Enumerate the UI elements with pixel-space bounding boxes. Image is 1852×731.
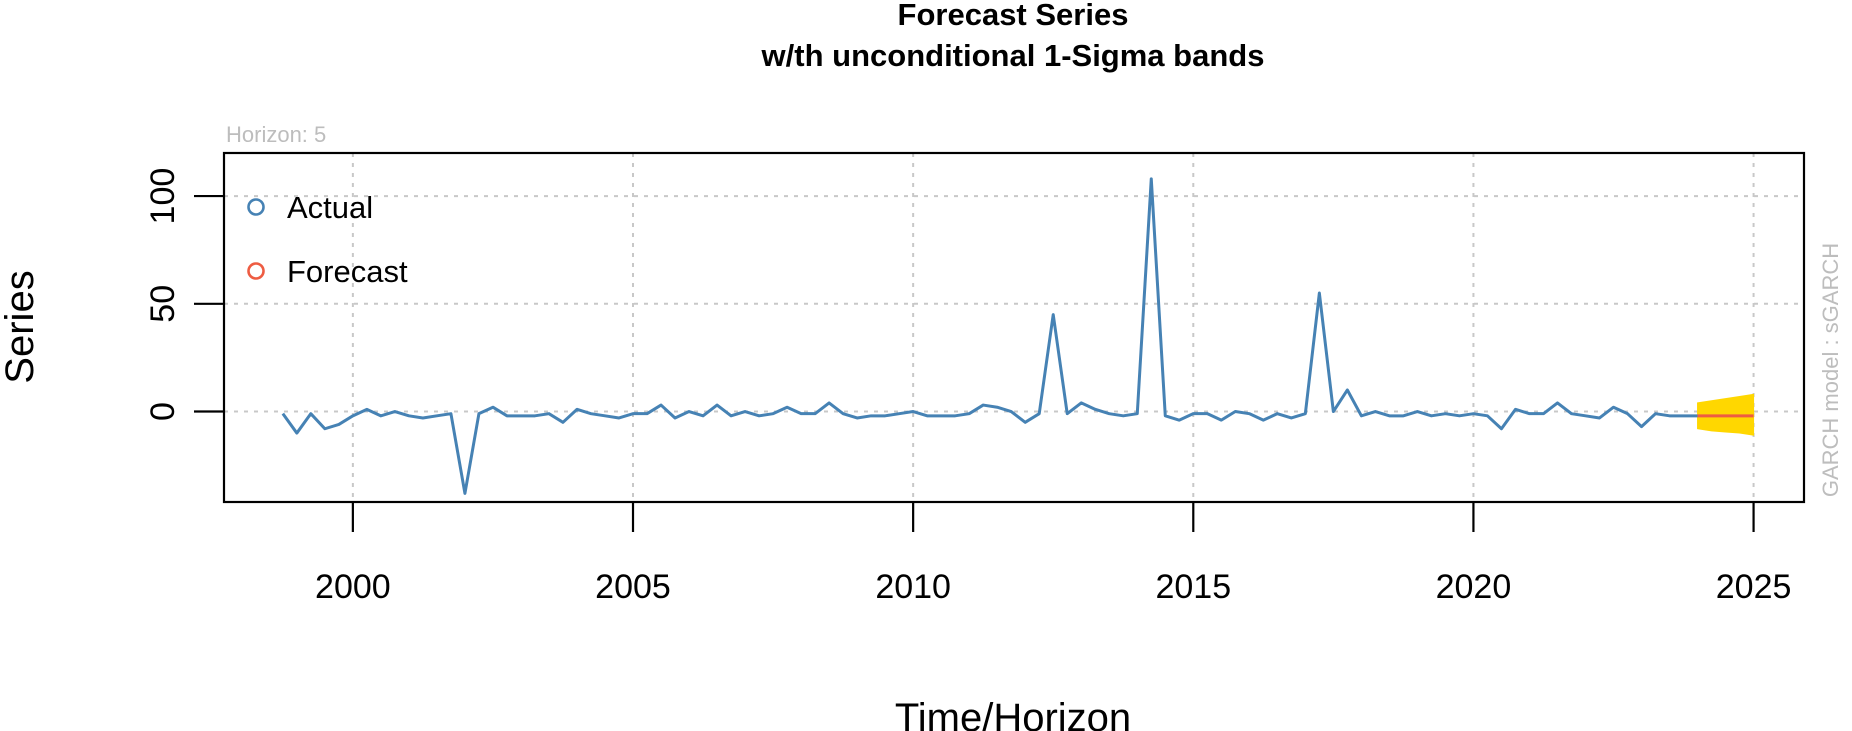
x-tick-label: 2015 <box>1155 568 1231 606</box>
y-axis-title: Series <box>0 270 42 383</box>
grid-lines <box>224 153 1804 502</box>
x-tick-label: 2005 <box>595 568 671 606</box>
model-note: GARCH model : sGARCH <box>1818 243 1843 497</box>
x-tick-label: 2020 <box>1436 568 1512 606</box>
y-axis: 0 50 100 <box>144 168 224 421</box>
plot-frame <box>222 151 1806 504</box>
x-tick-label: 2010 <box>875 568 951 606</box>
chart-subtitle: w/th unconditional 1-Sigma bands <box>761 38 1265 73</box>
legend: Actual Forecast <box>247 190 408 289</box>
x-axis: 2000 2005 2010 2015 2020 2025 <box>315 502 1791 606</box>
y-tick-label: 0 <box>144 402 182 421</box>
actual-series-line <box>281 177 1698 495</box>
y-tick-label: 100 <box>144 168 182 225</box>
x-tick-label: 2025 <box>1716 568 1792 606</box>
y-tick-label: 50 <box>144 285 182 323</box>
legend-label-actual: Actual <box>287 190 373 225</box>
legend-label-forecast: Forecast <box>287 254 408 289</box>
x-tick-label: 2000 <box>315 568 391 606</box>
chart-title: Forecast Series <box>898 0 1129 32</box>
legend-marker-actual <box>247 198 265 216</box>
legend-marker-forecast <box>247 262 265 280</box>
x-axis-title: Time/Horizon <box>895 696 1131 731</box>
series-lines <box>281 177 1754 495</box>
horizon-note: Horizon: 5 <box>226 122 326 147</box>
